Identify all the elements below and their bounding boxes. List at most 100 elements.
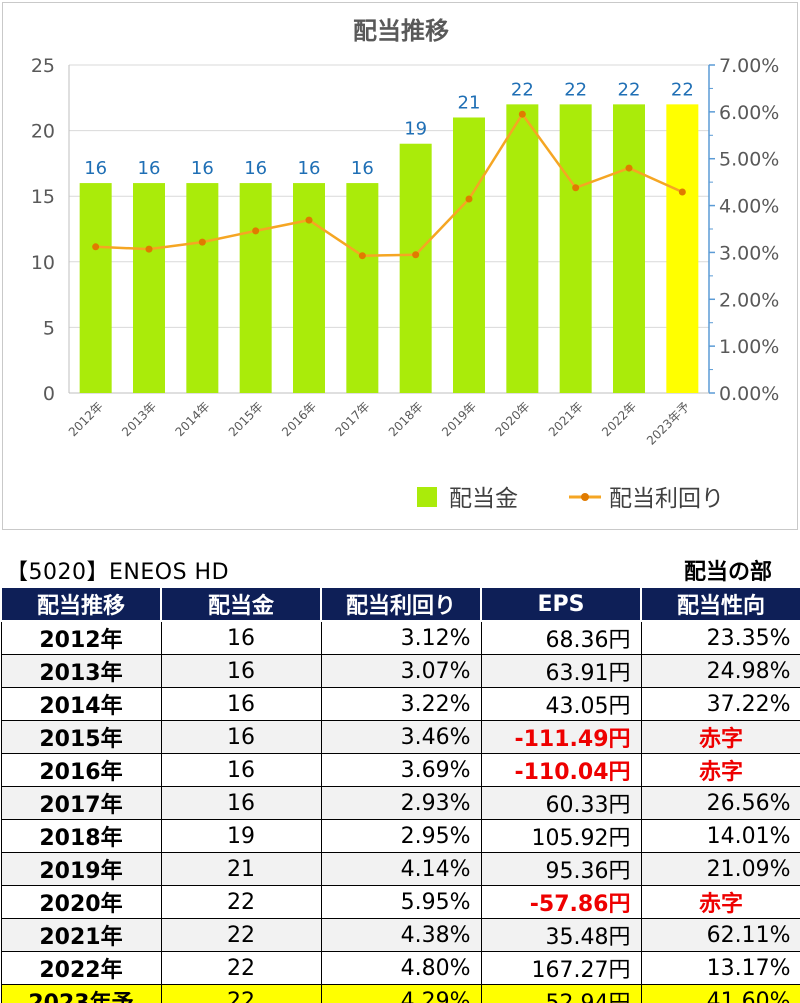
cell-yield: 4.38% [320,918,482,952]
cell-yield: 3.69% [320,753,482,787]
cell-year: 2016年 [0,753,162,787]
bar [133,183,165,393]
yield-point [145,245,153,253]
cell-payout: 41.60% [640,984,800,1003]
yield-point [678,188,686,196]
right-axis-tick-label: 6.00% [719,102,779,124]
category-label: 2013年 [119,399,159,439]
right-axis-tick-label: 1.00% [719,336,779,358]
bar-value-label: 16 [84,158,107,179]
right-axis-tick-label: 3.00% [719,242,779,264]
table-row: 2019年 21 4.14% 95.36円 21.09% [0,852,800,886]
category-label: 2015年 [226,399,266,439]
category-label: 2018年 [386,399,426,439]
bar-value-label: 21 [458,92,481,113]
cell-year: 2012年 [0,620,162,655]
cell-dividend: 19 [160,819,322,853]
cell-year: 2018年 [0,819,162,853]
right-axis-tick-label: 2.00% [719,289,779,311]
cell-payout: 23.35% [640,620,800,655]
cell-dividend: 22 [160,951,322,985]
cell-payout: 赤字 [640,753,800,787]
cell-payout: 赤字 [640,885,800,919]
cell-eps: 68.36円 [480,620,642,655]
category-label: 2023年予 [644,399,692,447]
cell-year: 2022年 [0,951,162,985]
table-row: 2015年 16 3.46% -111.49円 赤字 [0,720,800,754]
table-row: 2013年 16 3.07% 63.91円 24.98% [0,654,800,688]
yield-point [358,252,366,260]
left-axis-tick-label: 15 [31,186,55,208]
cell-eps: 35.48円 [480,918,642,952]
chart-svg: 配当推移 0 5 10 15 20 25 0.00% 1.00% 2.00% 3.00% 4.00% 5… [31,17,780,512]
cell-yield: 5.95% [320,885,482,919]
cell-eps: 60.33円 [480,786,642,820]
category-label: 2012年 [66,399,106,439]
right-axis-tick-label: 5.00% [719,149,779,171]
cell-year: 2023年予 [0,984,162,1003]
cell-payout: 14.01% [640,819,800,853]
cell-yield: 4.29% [320,984,482,1003]
legend-swatch-bar [417,487,437,507]
bar-value-label: 22 [671,79,694,100]
table-row: 2021年 22 4.38% 35.48円 62.11% [0,918,800,952]
bar-value-label: 16 [244,158,267,179]
bar-value-label: 22 [618,79,641,100]
dividend-table-wrap: 配当推移 配当金 配当利回り EPS 配当性向 2012年 16 3.12% 68.3… [0,586,800,1003]
cell-year: 2020年 [0,885,162,919]
cell-dividend: 16 [160,753,322,787]
bar-value-label: 22 [511,79,534,100]
bar [346,183,379,393]
cell-yield: 3.22% [320,687,482,721]
cell-eps: -57.86円 [480,885,642,919]
yield-point [198,238,206,246]
bar [79,183,112,393]
cell-year: 2017年 [0,786,162,820]
cell-yield: 3.12% [320,620,482,655]
category-label: 2020年 [492,399,532,439]
bar-value-label: 16 [138,158,161,179]
column-header: 配当利回り [320,586,482,622]
cell-year: 2019年 [0,852,162,886]
bar [453,117,485,393]
cell-payout: 13.17% [640,951,800,985]
right-axis-tick-label: 7.00% [719,55,779,77]
category-label: 2021年 [546,399,586,439]
legend-label-yield: 配当利回り [609,486,724,512]
left-axis-tick-label: 0 [43,383,55,405]
cell-yield: 2.95% [320,819,482,853]
cell-payout: 62.11% [640,918,800,952]
cell-yield: 4.80% [320,951,482,985]
cell-yield: 3.46% [320,720,482,754]
cell-yield: 4.14% [320,852,482,886]
cell-eps: 63.91円 [480,654,642,688]
column-header: 配当金 [160,586,322,622]
yield-point [625,164,633,172]
table-row: 2020年 22 5.95% -57.86円 赤字 [0,885,800,919]
bar [666,104,699,394]
yield-line [95,111,683,257]
cell-eps: 167.27円 [480,951,642,985]
bar [559,104,592,394]
bar [293,183,325,393]
bar-value-label: 16 [351,158,374,179]
yield-point [92,243,100,251]
cell-eps: 52.94円 [480,984,642,1003]
cell-dividend: 16 [160,687,322,721]
table-row: 2023年予224.29%52.94円41.60% [0,984,800,1003]
legend-label-dividend: 配当金 [449,486,518,512]
left-axis-tick-label: 20 [31,121,55,143]
cell-year: 2015年 [0,720,162,754]
table-row: 2022年 22 4.80% 167.27円 13.17% [0,951,800,985]
cell-dividend: 16 [160,654,322,688]
table-body: 2012年 16 3.12% 68.36円 23.35% 2013年 16 3.07% 63.9… [0,620,800,1003]
cell-payout: 赤字 [640,720,800,754]
table-row: 2014年 16 3.22% 43.05円 37.22% [0,687,800,721]
column-header: EPS [480,586,642,622]
bar-value-label: 22 [564,79,587,100]
section-label: 配当の部 [683,560,772,585]
left-axis-tick-label: 5 [43,317,55,339]
bar-value-label: 19 [404,119,427,140]
left-axis-tick-label: 10 [31,252,55,274]
bar [613,104,645,394]
